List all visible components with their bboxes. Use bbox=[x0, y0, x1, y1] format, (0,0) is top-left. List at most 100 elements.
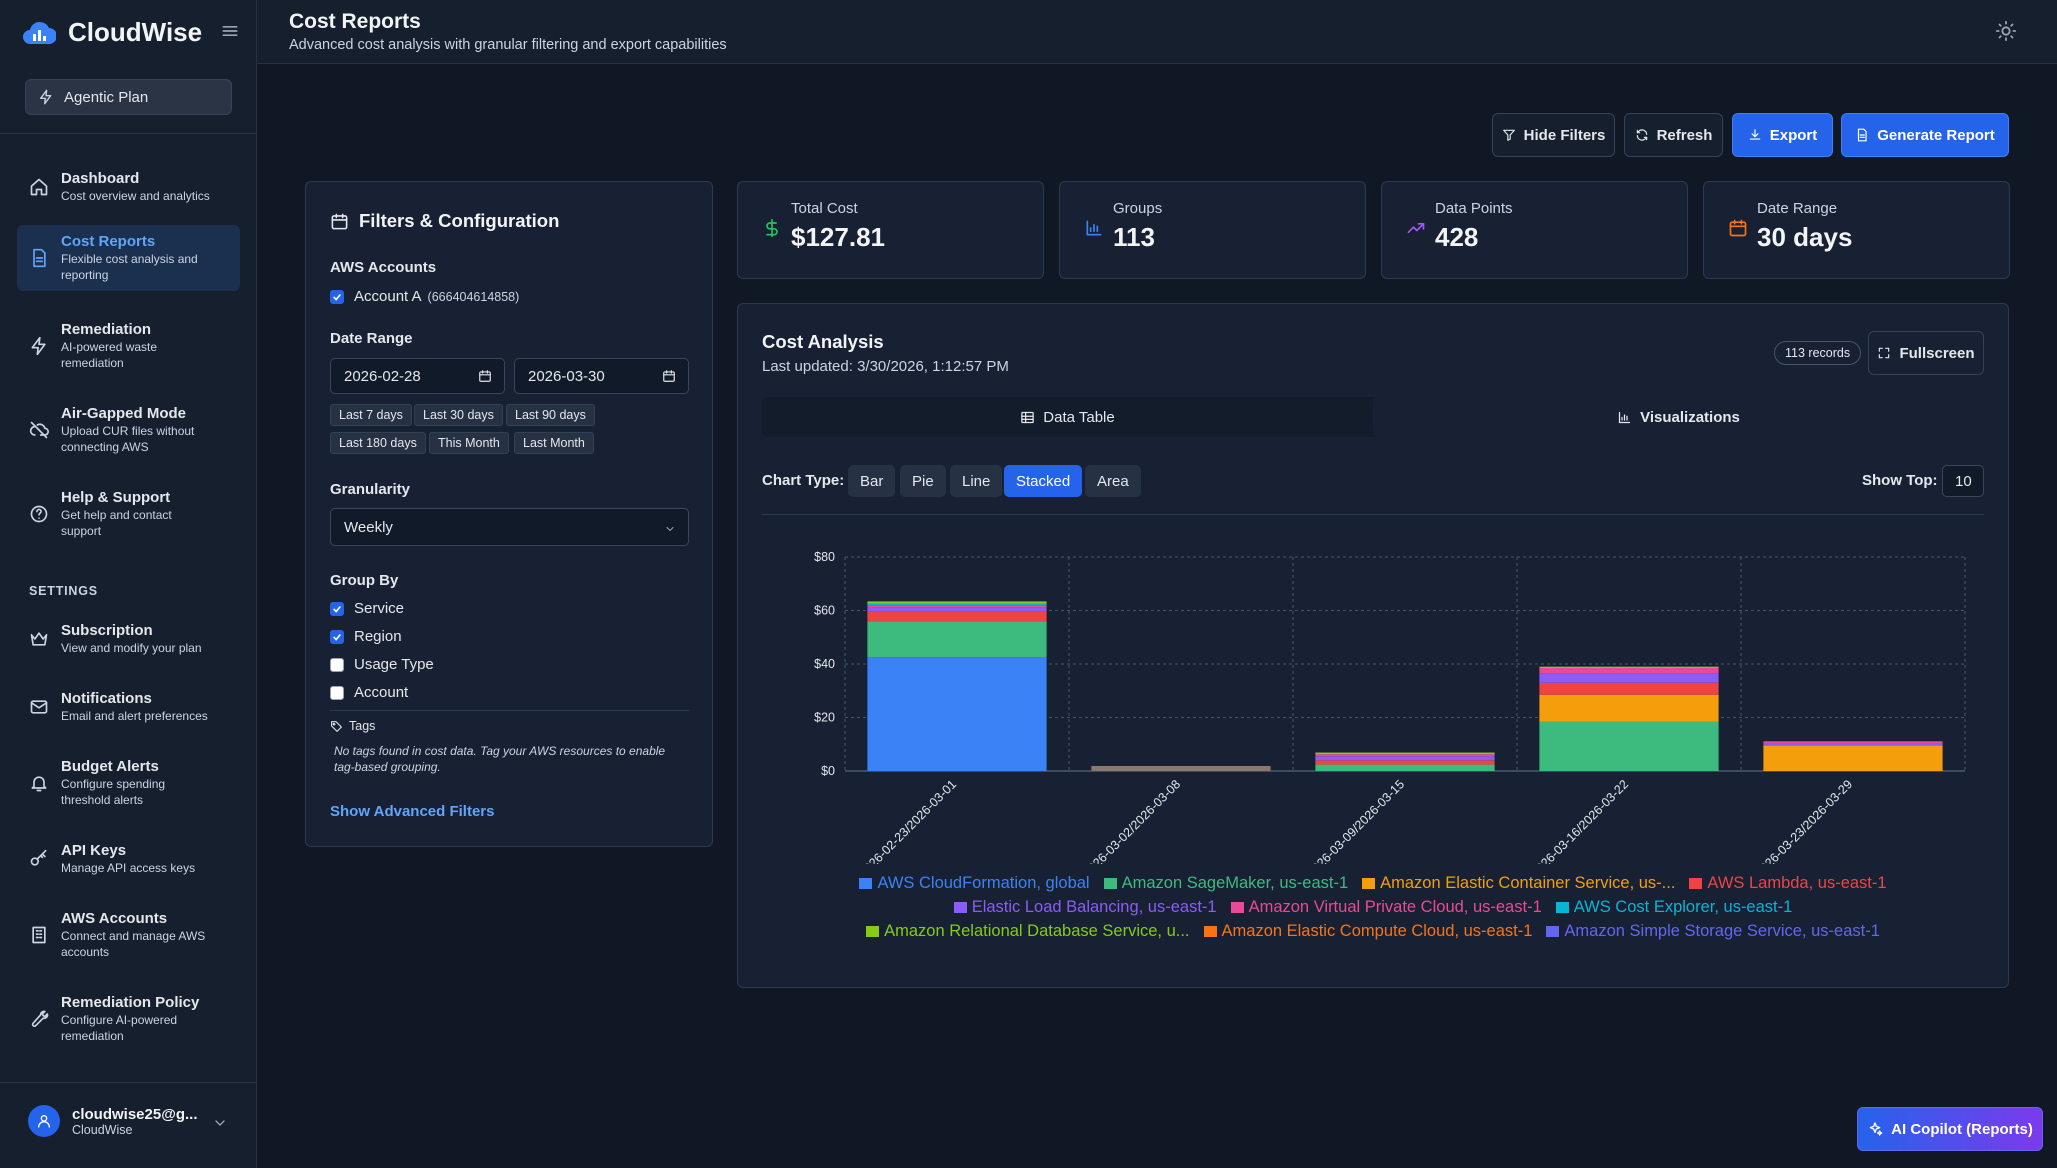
account-checkbox[interactable]: Account A (666404614858) bbox=[330, 288, 519, 305]
granularity-label: Granularity bbox=[330, 481, 411, 498]
chart-type-pie-button[interactable]: Pie bbox=[900, 465, 946, 497]
preset-this-month[interactable]: This Month bbox=[429, 432, 509, 454]
y-tick-label: $20 bbox=[814, 711, 835, 725]
chart-type-area-button[interactable]: Area bbox=[1085, 465, 1141, 497]
group-by-label: Group By bbox=[330, 572, 399, 589]
bar-segment bbox=[1315, 754, 1495, 757]
preset-last-180-days[interactable]: Last 180 days bbox=[330, 432, 426, 454]
cost-analysis-title: Cost Analysis bbox=[762, 331, 884, 352]
brand[interactable]: CloudWise bbox=[22, 14, 202, 50]
preset-last-30-days[interactable]: Last 30 days bbox=[414, 404, 503, 426]
sidebar-item-aws-accounts[interactable]: AWS Accounts Connect and manage AWS acco… bbox=[17, 902, 240, 968]
legend-item[interactable]: Amazon Elastic Compute Cloud, us-east-1 bbox=[1203, 922, 1532, 941]
export-button[interactable]: Export bbox=[1732, 113, 1833, 157]
legend-item[interactable]: Amazon Relational Database Service, u... bbox=[866, 921, 1190, 941]
start-date-input[interactable]: 2026-02-28 bbox=[330, 358, 505, 394]
sidebar-item-notifications[interactable]: Notifications Email and alert preference… bbox=[17, 682, 240, 732]
show-advanced-filters-link[interactable]: Show Advanced Filters bbox=[330, 803, 495, 820]
menu-icon[interactable] bbox=[220, 20, 240, 42]
tab-visualizations[interactable]: Visualizations bbox=[1373, 397, 1984, 437]
preset-last-7-days[interactable]: Last 7 days bbox=[330, 404, 412, 426]
user-icon bbox=[36, 1113, 52, 1129]
check-icon[interactable] bbox=[330, 601, 344, 616]
check-icon[interactable] bbox=[330, 289, 344, 304]
nav-title: API Keys bbox=[61, 842, 127, 859]
calendar-icon bbox=[330, 212, 349, 231]
sidebar-item-help[interactable]: Help & Support Get help and contact supp… bbox=[17, 481, 240, 547]
hide-filters-button[interactable]: Hide Filters bbox=[1492, 113, 1615, 157]
sidebar-item-dashboard[interactable]: Dashboard Cost overview and analytics bbox=[17, 162, 240, 212]
refresh-button[interactable]: Refresh bbox=[1624, 113, 1723, 157]
filters-panel: Filters & Configuration AWS Accounts Acc… bbox=[305, 181, 713, 847]
group-by-usage-type-checkbox[interactable]: Usage Type bbox=[330, 656, 434, 673]
user-menu[interactable]: cloudwise25@g... CloudWise bbox=[28, 1105, 198, 1137]
user-email: cloudwise25@g... bbox=[72, 1105, 198, 1123]
bar-segment bbox=[1539, 721, 1719, 771]
granularity-select[interactable]: Weekly bbox=[330, 508, 689, 546]
group-by-account-checkbox[interactable]: Account bbox=[330, 684, 408, 701]
sidebar-item-subscription[interactable]: Subscription View and modify your plan bbox=[17, 614, 240, 664]
fullscreen-button[interactable]: Fullscreen bbox=[1868, 331, 1984, 375]
sidebar-item-remediation[interactable]: Remediation AI-powered waste remediation bbox=[17, 313, 240, 379]
account-id: (666404614858) bbox=[427, 289, 520, 304]
legend-item[interactable]: AWS Lambda, us-east-1 bbox=[1689, 874, 1887, 893]
stat-card-groups: Groups 113 bbox=[1059, 181, 1366, 279]
sidebar-item-budget-alerts[interactable]: Budget Alerts Configure spending thresho… bbox=[17, 750, 240, 816]
group-by-service-checkbox[interactable]: Service bbox=[330, 600, 404, 617]
bar-segment bbox=[1539, 682, 1719, 695]
checkbox-box[interactable] bbox=[330, 685, 344, 700]
calendar-icon[interactable] bbox=[662, 369, 676, 383]
legend-label: Elastic Load Balancing, us-east-1 bbox=[971, 897, 1217, 916]
sidebar-item-air-gapped[interactable]: Air-Gapped Mode Upload CUR files without… bbox=[17, 397, 240, 463]
legend-item[interactable]: AWS Cost Explorer, us-east-1 bbox=[1555, 898, 1792, 917]
cloud-off-icon bbox=[29, 420, 49, 440]
legend-item[interactable]: Amazon Elastic Container Service, us-... bbox=[1362, 874, 1675, 893]
date-range-label: Date Range bbox=[330, 330, 413, 347]
bell-icon bbox=[29, 773, 49, 793]
x-tick-label: 2026-03-16/2026-03-22 bbox=[1528, 777, 1631, 864]
chart-type-bar-button[interactable]: Bar bbox=[848, 465, 896, 497]
nav-subtitle: Upload CUR files without connecting AWS bbox=[61, 424, 195, 454]
legend-swatch bbox=[1203, 925, 1217, 937]
plan-badge[interactable]: Agentic Plan bbox=[25, 79, 232, 115]
tab-data-table[interactable]: Data Table bbox=[762, 397, 1373, 437]
nav-subtitle: Configure spending threshold alerts bbox=[61, 777, 166, 807]
settings-heading: SETTINGS bbox=[29, 584, 98, 598]
legend-item[interactable]: Elastic Load Balancing, us-east-1 bbox=[953, 897, 1217, 917]
nav-title: Remediation Policy bbox=[61, 994, 200, 1011]
legend-label: Amazon Relational Database Service, u... bbox=[884, 921, 1190, 940]
stat-label: Groups bbox=[1113, 200, 1163, 217]
preset-last-90-days[interactable]: Last 90 days bbox=[506, 404, 595, 426]
plan-label: Agentic Plan bbox=[64, 88, 149, 106]
legend-item[interactable]: Amazon SageMaker, us-east-1 bbox=[1103, 874, 1348, 893]
stat-value: 428 bbox=[1435, 222, 1479, 252]
sidebar-item-remediation-policy[interactable]: Remediation Policy Configure AI-powered … bbox=[17, 986, 240, 1052]
generate-report-button[interactable]: Generate Report bbox=[1841, 113, 2009, 157]
x-tick-label: 2026-02-23/2026-03-01 bbox=[856, 777, 959, 864]
crown-icon bbox=[29, 629, 49, 649]
chevron-down-icon[interactable] bbox=[212, 1115, 228, 1131]
calendar-icon[interactable] bbox=[478, 369, 492, 383]
sun-icon[interactable] bbox=[1995, 20, 2017, 42]
end-date-input[interactable]: 2026-03-30 bbox=[514, 358, 689, 394]
last-updated: Last updated: 3/30/2026, 1:12:57 PM bbox=[762, 358, 1009, 375]
bar-segment bbox=[1315, 756, 1495, 761]
preset-last-month[interactable]: Last Month bbox=[514, 432, 594, 454]
ai-copilot-button[interactable]: AI Copilot (Reports) bbox=[1857, 1107, 2043, 1151]
chart-type-line-button[interactable]: Line bbox=[950, 465, 1003, 497]
chart-type-stacked-button[interactable]: Stacked bbox=[1004, 465, 1083, 497]
checkbox-box[interactable] bbox=[330, 657, 344, 672]
legend-item[interactable]: Amazon Virtual Private Cloud, us-east-1 bbox=[1230, 898, 1542, 917]
sidebar-item-cost-reports[interactable]: Cost Reports Flexible cost analysis and … bbox=[17, 225, 240, 291]
sidebar-item-api-keys[interactable]: API Keys Manage API access keys bbox=[17, 834, 240, 884]
group-by-region-checkbox[interactable]: Region bbox=[330, 628, 402, 645]
check-icon[interactable] bbox=[330, 629, 344, 644]
expand-icon bbox=[1877, 346, 1891, 360]
divider bbox=[330, 710, 689, 711]
legend-item[interactable]: AWS CloudFormation, global bbox=[859, 874, 1090, 893]
legend-swatch bbox=[1546, 925, 1560, 937]
legend-item[interactable]: Amazon Simple Storage Service, us-east-1 bbox=[1546, 922, 1880, 941]
group-by-option-label: Service bbox=[354, 600, 405, 617]
show-top-input[interactable]: 10 bbox=[1942, 465, 1984, 497]
page-title: Cost Reports bbox=[289, 10, 421, 33]
